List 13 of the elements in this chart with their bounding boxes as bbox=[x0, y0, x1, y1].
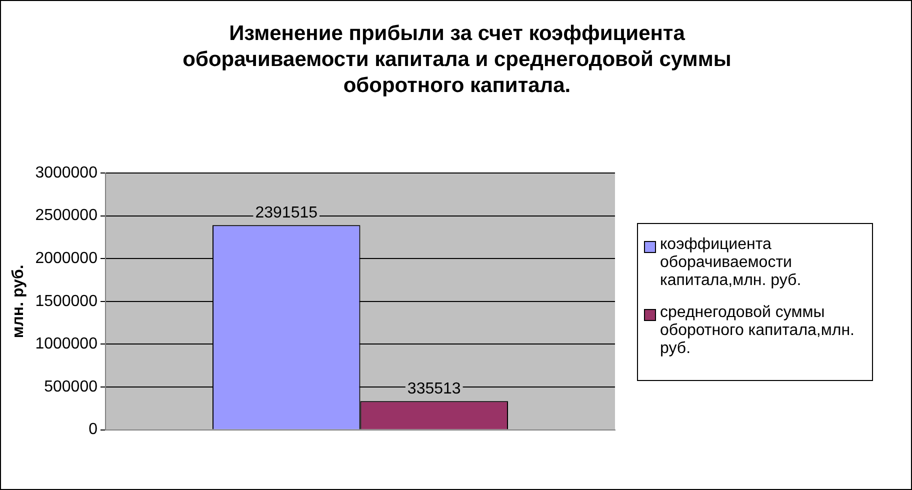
legend-label: среднегодовой суммы оборотного капитала,млн. руб. bbox=[660, 304, 856, 358]
y-tick-label: 2500000 bbox=[35, 207, 98, 224]
y-tick-label: 3000000 bbox=[35, 164, 98, 182]
data-label: 2391515 bbox=[255, 204, 318, 222]
chart-title: Изменение прибыли за счет коэффициента оборачиваемости капитала и среднегодовой суммы оборотного капитала. bbox=[182, 21, 732, 99]
y-tick-label: 500000 bbox=[44, 378, 98, 396]
y-tick-label: 1500000 bbox=[35, 292, 98, 310]
y-tick-label: 0 bbox=[88, 421, 98, 438]
y-tick-label: 2000000 bbox=[35, 250, 98, 268]
y-tick-label: 1000000 bbox=[35, 336, 98, 353]
data-label: 335513 bbox=[407, 380, 461, 398]
y-axis-title: млн. руб. bbox=[10, 264, 28, 338]
legend-label: коэффициента оборачиваемости капитала,млн. руб. bbox=[660, 236, 802, 290]
